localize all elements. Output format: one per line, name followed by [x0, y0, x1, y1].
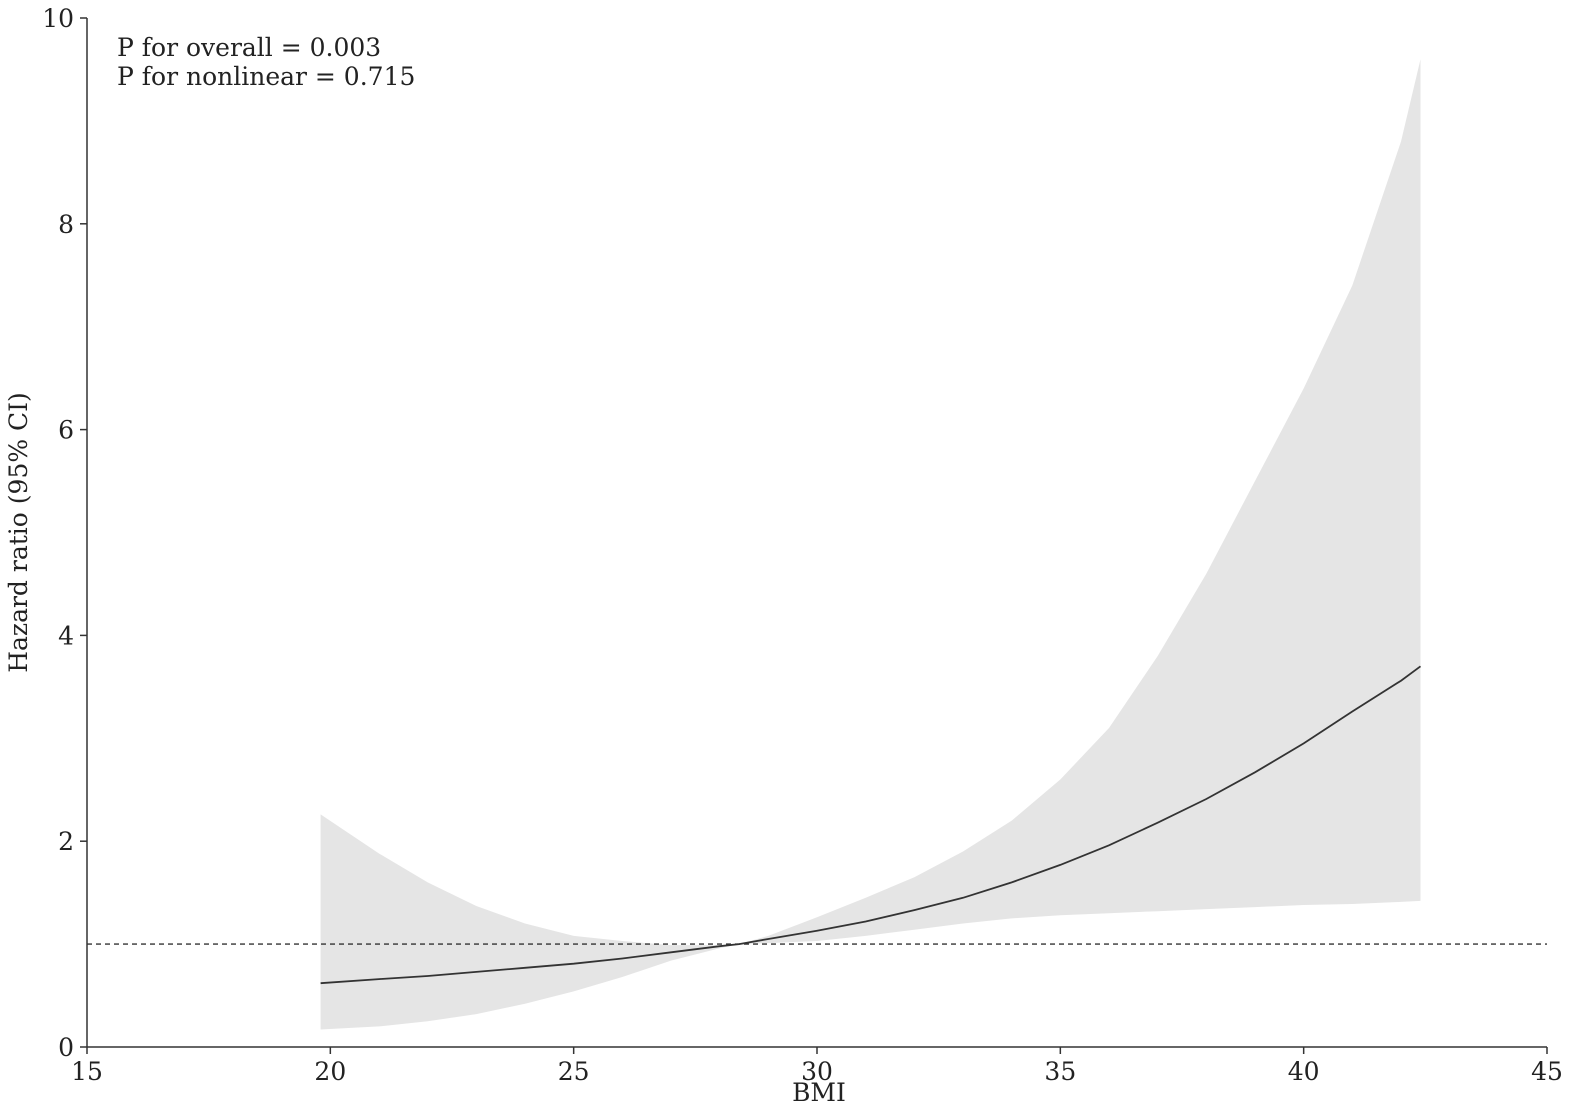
- y-tick-label: 4: [58, 621, 74, 650]
- x-tick-label: 45: [1531, 1057, 1563, 1086]
- y-tick-label: 0: [58, 1033, 74, 1062]
- y-tick-label: 8: [58, 210, 74, 239]
- x-tick-label: 35: [1044, 1057, 1076, 1086]
- hazard-ratio-line: [320, 665, 1422, 985]
- p-value-annotation: P for overall = 0.003: [117, 33, 381, 62]
- x-tick-label: 25: [558, 1057, 590, 1086]
- y-tick-label: 2: [58, 827, 74, 856]
- x-tick-label: 40: [1288, 1057, 1320, 1086]
- confidence-band-layer: [320, 59, 1421, 1030]
- x-tick-label: 30: [801, 1057, 833, 1086]
- y-tick-label: 6: [58, 416, 74, 445]
- x-tick-label: 20: [314, 1057, 346, 1086]
- y-axis-title: Hazard ratio (95% CI): [4, 392, 33, 673]
- hazard-ratio-line-layer: [320, 665, 1422, 985]
- axes-layer: 15 20 25 30 35 40 45 0 2 4 6 8 10 BMI Hazard ratio (95…: [4, 4, 1563, 1107]
- confidence-band: [320, 59, 1421, 1030]
- p-value-annotation: P for nonlinear = 0.715: [117, 62, 415, 91]
- x-axis-title: BMI: [792, 1078, 846, 1107]
- y-tick-label: 10: [42, 4, 74, 33]
- x-tick-label: 15: [71, 1057, 103, 1086]
